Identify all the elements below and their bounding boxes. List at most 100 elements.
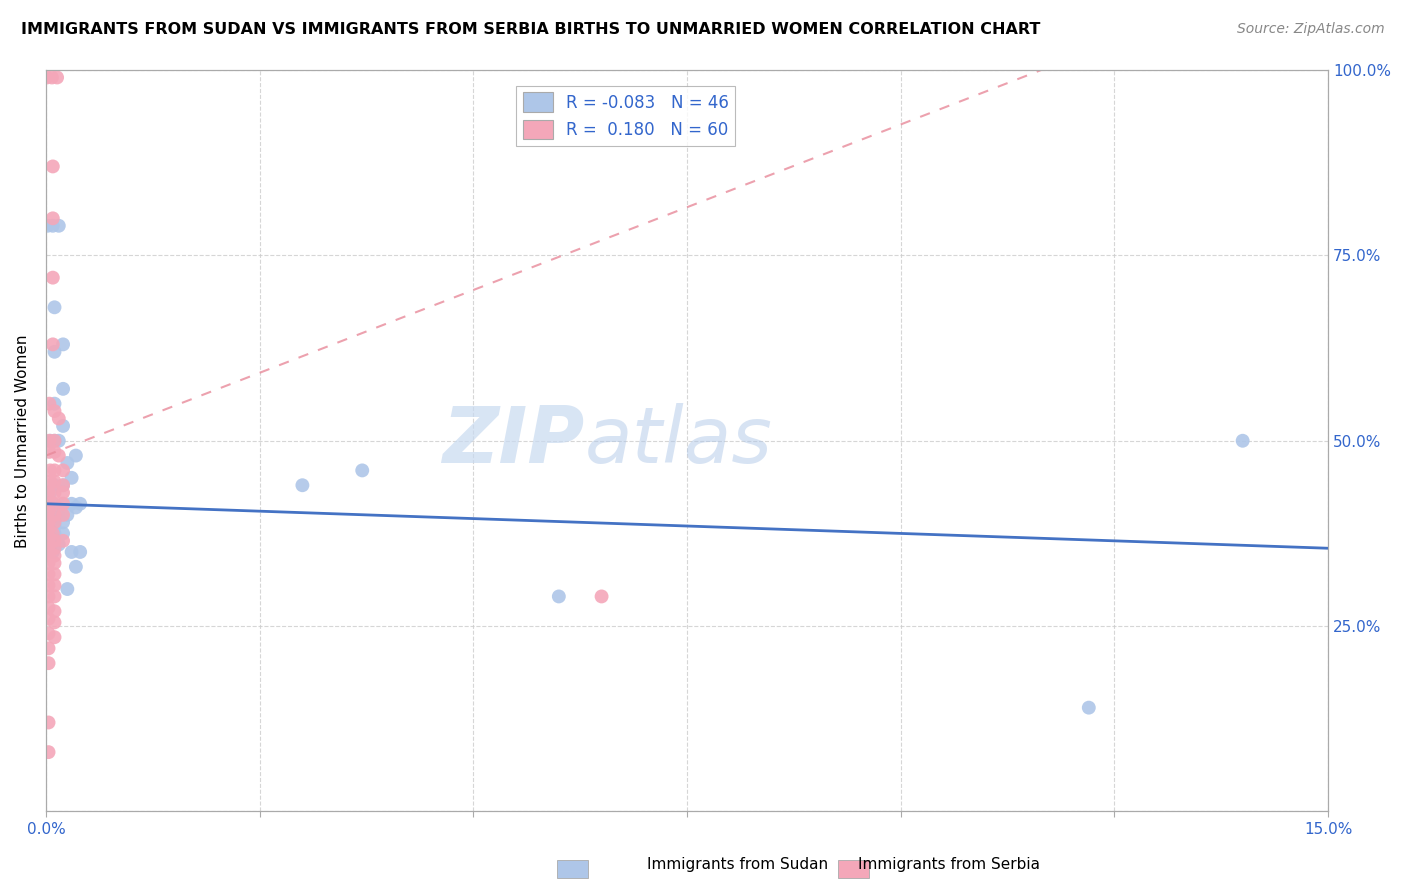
Point (44, 485, 66, 500)
Point (44, 533, 66, 548)
Point (38, 549, 60, 563)
Point (38, 434, 60, 448)
Point (44, 519, 66, 533)
Point (44, 475, 66, 489)
Point (52, 497, 75, 511)
Text: Source: ZipAtlas.com: Source: ZipAtlas.com (1237, 22, 1385, 37)
Point (42, 211, 65, 226)
Point (38, 504, 60, 518)
Point (52, 516, 75, 530)
Point (65, 449, 87, 463)
Point (38, 600, 60, 615)
Point (60, 497, 83, 511)
Point (39, 434, 62, 448)
Point (38, 590, 60, 604)
Point (69, 545, 91, 559)
Point (52, 463, 75, 477)
Point (44, 567, 66, 582)
Point (52, 478, 75, 492)
Point (44, 463, 66, 477)
Y-axis label: Births to Unmarried Women: Births to Unmarried Women (15, 334, 30, 548)
Point (44, 549, 66, 563)
Point (44, 445, 66, 459)
Point (52, 485, 75, 500)
Point (42, 545, 65, 559)
Point (38, 745, 60, 759)
Point (46, 70, 69, 85)
Point (39, 508, 62, 522)
Point (38, 656, 60, 670)
Point (44, 615, 66, 630)
Point (60, 471, 83, 485)
Point (39, 475, 62, 489)
Point (591, 590, 613, 604)
Point (48, 537, 70, 551)
Point (44, 478, 66, 492)
Point (44, 434, 66, 448)
Point (52, 497, 75, 511)
Point (38, 516, 60, 530)
Point (44, 497, 66, 511)
Point (39, 463, 62, 477)
Point (52, 533, 75, 548)
Point (38, 523, 60, 537)
Point (547, 590, 569, 604)
Point (38, 612, 60, 626)
Point (41, 70, 63, 85)
Point (38, 541, 60, 556)
Point (56, 582, 79, 596)
Point (38, 567, 60, 582)
Point (44, 404, 66, 418)
Point (44, 508, 66, 522)
Point (1232, 434, 1254, 448)
Point (352, 463, 374, 477)
Point (65, 559, 87, 574)
Point (42, 497, 65, 511)
Point (44, 530, 66, 544)
Legend: R = -0.083   N = 46, R =  0.180   N = 60: R = -0.083 N = 46, R = 0.180 N = 60 (516, 86, 735, 146)
Point (44, 526, 66, 541)
Point (44, 516, 66, 530)
Point (38, 626, 60, 640)
Point (38, 641, 60, 656)
Point (44, 630, 66, 644)
Point (42, 337, 65, 351)
Point (52, 508, 75, 522)
Point (65, 500, 87, 515)
Point (52, 526, 75, 541)
Point (52, 418, 75, 433)
Point (44, 590, 66, 604)
Text: ZIP: ZIP (443, 403, 585, 479)
Point (291, 478, 314, 492)
Point (56, 456, 79, 470)
Point (44, 541, 66, 556)
Point (48, 449, 70, 463)
Point (38, 578, 60, 592)
Point (38, 397, 60, 411)
Point (44, 344, 66, 359)
Text: Immigrants from Serbia: Immigrants from Serbia (858, 857, 1039, 872)
Text: atlas: atlas (585, 403, 772, 479)
Point (1077, 700, 1099, 714)
Point (44, 434, 66, 448)
Point (44, 541, 66, 556)
Point (39, 537, 62, 551)
Text: Immigrants from Sudan: Immigrants from Sudan (647, 857, 828, 872)
Point (44, 604, 66, 618)
Point (37, 219, 59, 233)
Point (44, 511, 66, 525)
Point (39, 485, 62, 500)
Point (44, 397, 66, 411)
Point (35, 70, 58, 85)
Text: IMMIGRANTS FROM SUDAN VS IMMIGRANTS FROM SERBIA BIRTHS TO UNMARRIED WOMEN CORREL: IMMIGRANTS FROM SUDAN VS IMMIGRANTS FROM… (21, 22, 1040, 37)
Point (48, 434, 70, 448)
Point (38, 497, 60, 511)
Point (44, 556, 66, 570)
Point (44, 301, 66, 315)
Point (60, 545, 83, 559)
Point (38, 715, 60, 730)
Point (48, 219, 70, 233)
Point (56, 508, 79, 522)
Point (42, 270, 65, 285)
Point (69, 497, 91, 511)
